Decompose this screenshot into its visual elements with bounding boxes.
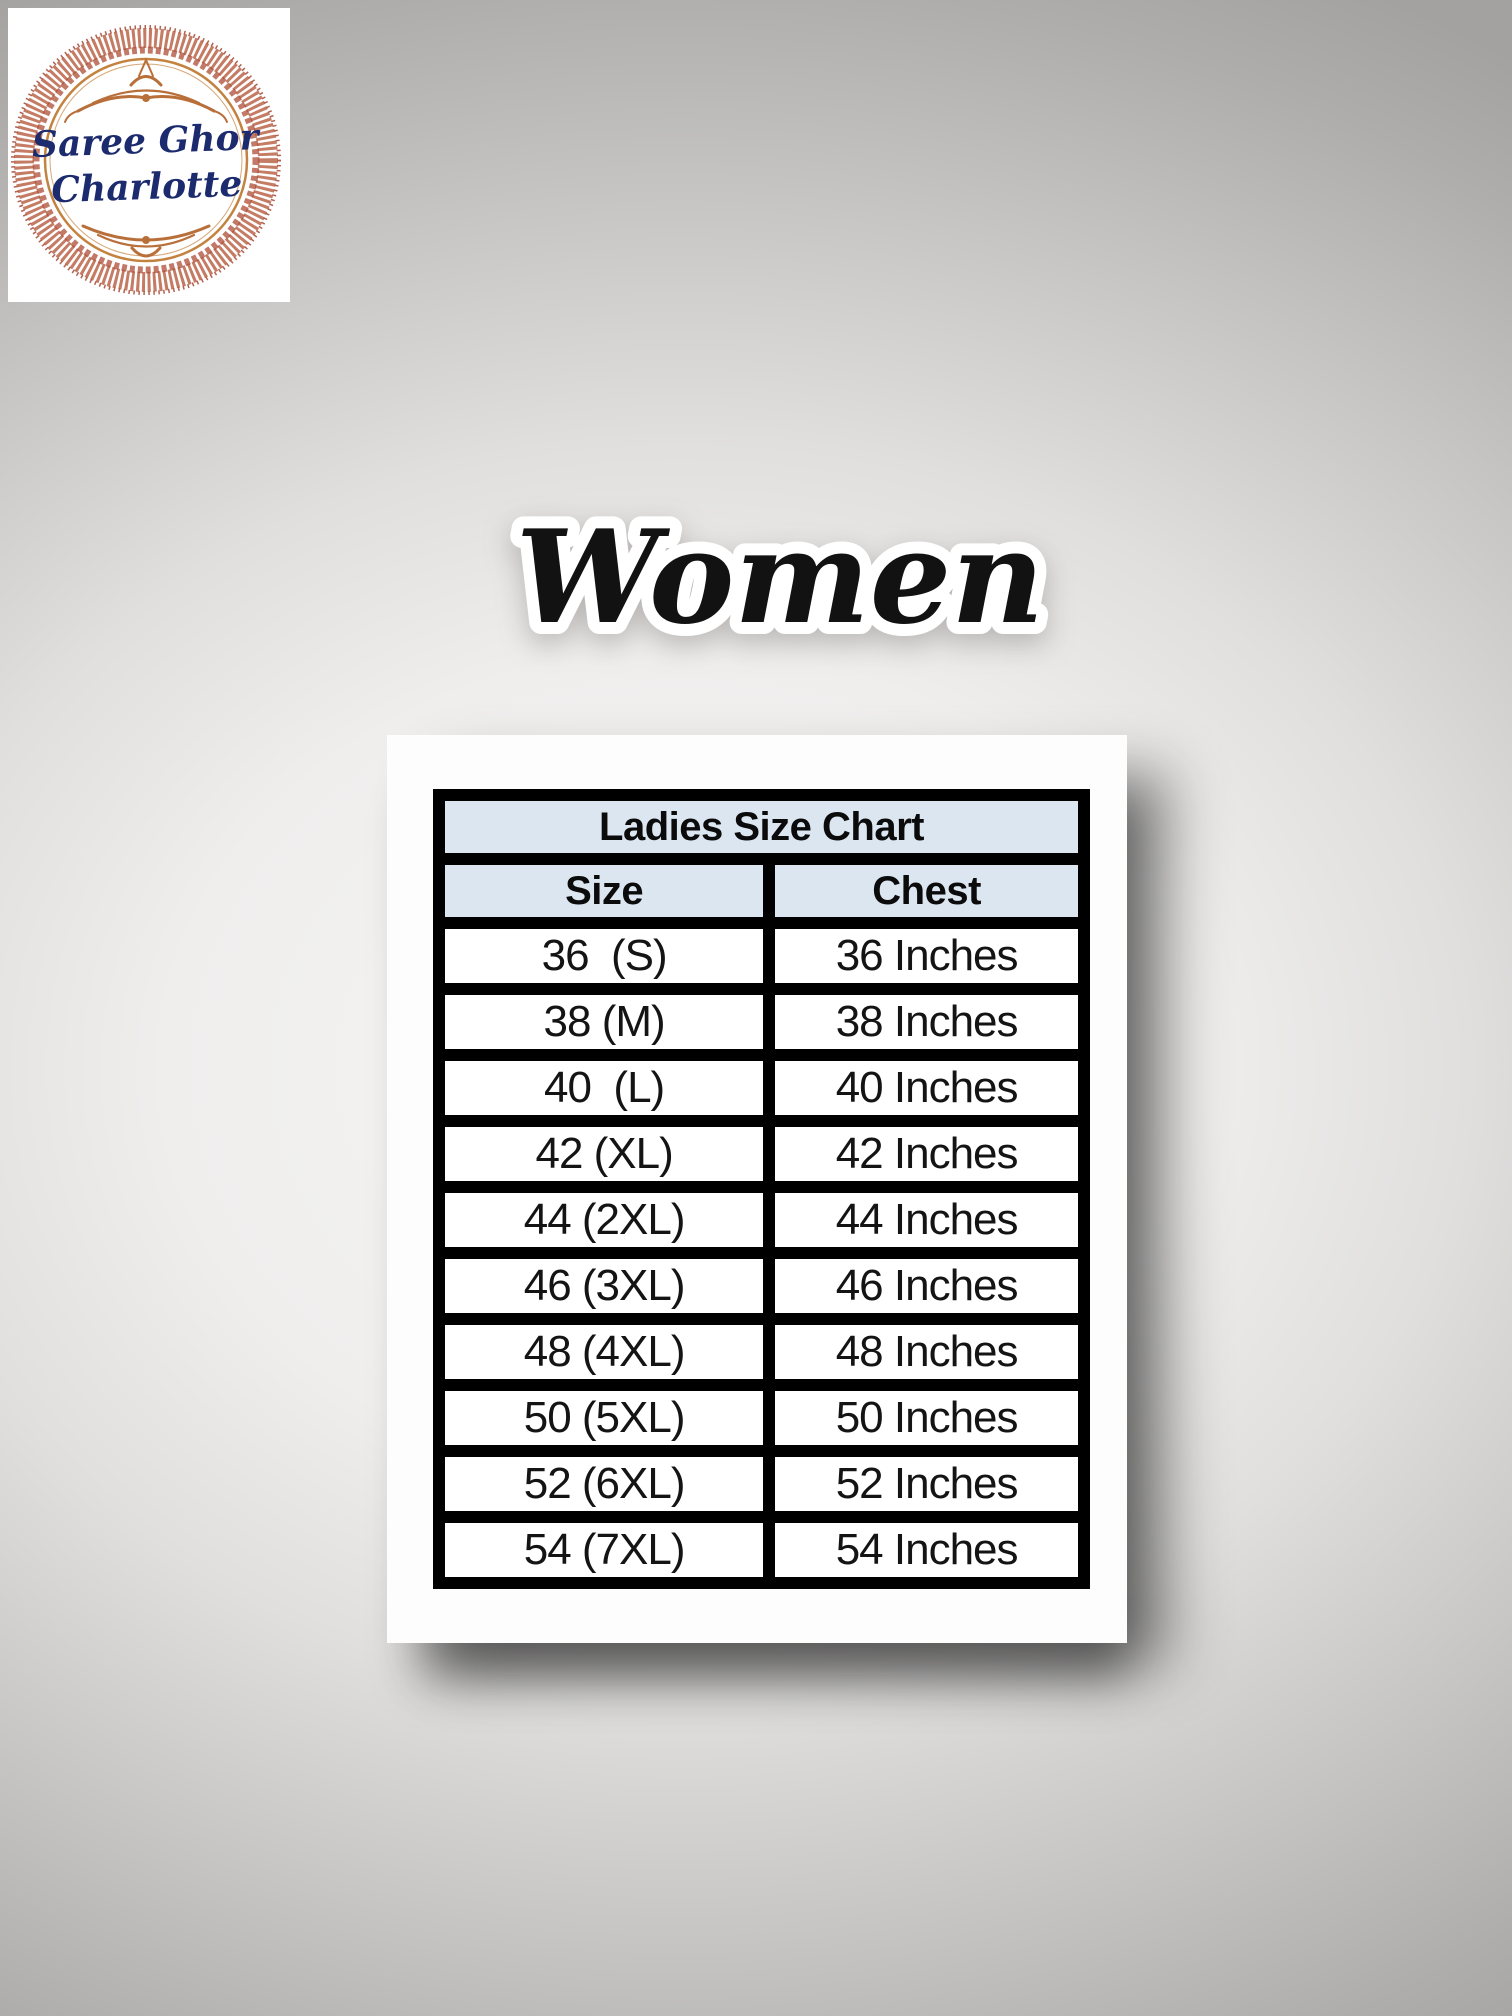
table-title-row: Ladies Size Chart [433,789,1090,865]
size-chart-table: Ladies Size Chart Size Chest 36 (S) 36 In… [432,789,1090,1589]
section-title-sticker: Women [504,472,1057,682]
chest-cell: 50 Inches [763,1379,1090,1457]
logo-brand-line2: Charlotte [50,162,243,212]
chest-cell: 44 Inches [763,1181,1090,1259]
size-cell: 52 (6XL) [432,1445,776,1523]
chest-cell: 42 Inches [763,1115,1090,1193]
table-row: 40 (L) 40 Inches [432,1049,1090,1127]
table-row: 42 (XL) 42 Inches [432,1115,1090,1193]
size-cell: 50 (5XL) [432,1379,776,1457]
table-header-row: Size Chest [432,853,1090,929]
logo-brand-line1: Saree Ghor [31,116,260,166]
table-row: 44 (2XL) 44 Inches [432,1181,1090,1259]
chest-cell: 38 Inches [763,983,1090,1061]
size-chart-card: Ladies Size Chart Size Chest 36 (S) 36 In… [387,735,1127,1643]
logo-top-flourish-icon [64,57,228,123]
brand-logo: Saree Ghor Charlotte [8,8,290,302]
logo-text-block: Saree Ghor Charlotte [7,115,286,213]
size-cell: 46 (3XL) [432,1247,776,1325]
size-cell: 48 (4XL) [432,1313,776,1391]
size-cell: 44 (2XL) [432,1181,776,1259]
table-row: 50 (5XL) 50 Inches [432,1379,1090,1457]
table-title: Ladies Size Chart [433,789,1090,865]
column-header-size: Size [432,853,776,929]
chest-cell: 54 Inches [763,1511,1090,1589]
table-row: 38 (M) 38 Inches [432,983,1090,1061]
chest-cell: 36 Inches [763,917,1090,995]
logo-ornament-icon [11,25,281,295]
table-row: 48 (4XL) 48 Inches [432,1313,1090,1391]
table-row: 54 (7XL) 54 Inches [432,1511,1090,1589]
chest-cell: 52 Inches [763,1445,1090,1523]
section-title-text: Women [516,503,1045,653]
table-body: 36 (S) 36 Inches 38 (M) 38 Inches 40 (L) 40 I… [432,917,1090,1589]
logo-bottom-flourish-icon [81,224,211,258]
chest-cell: 46 Inches [763,1247,1090,1325]
table-row: 52 (6XL) 52 Inches [432,1445,1090,1523]
size-cell: 40 (L) [432,1049,776,1127]
chest-cell: 40 Inches [763,1049,1090,1127]
table-row: 46 (3XL) 46 Inches [432,1247,1090,1325]
table-row: 36 (S) 36 Inches [432,917,1090,995]
size-cell: 36 (S) [432,917,776,995]
size-cell: 54 (7XL) [432,1511,776,1589]
chest-cell: 48 Inches [763,1313,1090,1391]
size-cell: 38 (M) [432,983,776,1061]
size-cell: 42 (XL) [432,1115,776,1193]
column-header-chest: Chest [763,853,1090,929]
